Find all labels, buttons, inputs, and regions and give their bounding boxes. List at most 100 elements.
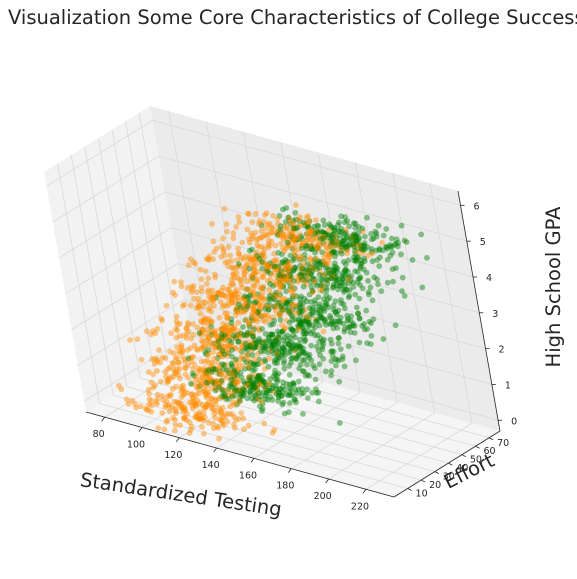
data-point — [347, 323, 354, 330]
data-point — [245, 382, 251, 389]
data-point — [307, 262, 314, 269]
data-point — [277, 272, 283, 278]
data-point — [294, 278, 301, 285]
data-point — [183, 325, 190, 332]
data-point — [293, 345, 299, 352]
data-point — [270, 283, 276, 289]
data-point — [249, 259, 256, 265]
data-point — [271, 357, 278, 364]
data-point — [302, 372, 309, 379]
data-point — [170, 289, 176, 296]
data-point — [275, 281, 281, 288]
data-point — [390, 278, 396, 285]
data-point — [342, 267, 349, 274]
data-point — [359, 250, 365, 257]
data-point — [284, 258, 291, 265]
data-point — [380, 336, 387, 342]
data-point — [335, 286, 341, 293]
data-point — [268, 331, 275, 338]
data-point — [288, 355, 295, 362]
data-point — [297, 214, 303, 221]
data-point — [312, 249, 318, 256]
data-point — [303, 214, 310, 221]
data-point — [250, 382, 256, 388]
data-point — [225, 386, 232, 393]
data-point — [279, 383, 286, 390]
data-point — [189, 405, 196, 412]
data-point — [175, 372, 182, 378]
data-point — [322, 270, 329, 277]
data-point — [316, 361, 323, 368]
data-point — [341, 363, 348, 370]
data-point — [371, 274, 378, 281]
data-point — [258, 393, 264, 400]
data-point — [263, 210, 270, 217]
data-point — [250, 331, 257, 337]
data-point — [221, 351, 228, 358]
data-point — [384, 279, 391, 286]
data-point — [220, 248, 227, 255]
data-point — [328, 340, 335, 347]
tick-labels: 8010012014016018020022010203040506070012… — [93, 201, 518, 512]
data-point — [229, 384, 236, 391]
data-point — [167, 393, 173, 399]
data-point — [219, 393, 226, 400]
data-point — [203, 388, 210, 394]
data-point — [372, 228, 379, 235]
data-point — [269, 295, 276, 301]
data-point — [282, 300, 289, 306]
data-point — [293, 342, 299, 349]
data-point — [266, 387, 273, 394]
data-point — [224, 353, 230, 360]
data-point — [285, 260, 291, 267]
data-point — [266, 303, 273, 310]
data-point — [309, 309, 316, 316]
data-point — [236, 360, 243, 367]
data-point — [188, 358, 195, 365]
data-point — [203, 373, 210, 379]
data-point — [409, 257, 416, 263]
data-point — [262, 385, 269, 392]
data-point — [306, 227, 313, 234]
data-point — [231, 367, 238, 374]
data-point — [241, 270, 248, 276]
data-point — [142, 405, 149, 412]
data-point — [180, 392, 187, 398]
data-point — [226, 327, 233, 334]
data-point — [164, 417, 171, 424]
data-point — [239, 342, 246, 349]
data-point — [283, 266, 289, 273]
data-point — [180, 332, 187, 339]
data-point — [331, 260, 338, 267]
data-point — [273, 265, 280, 272]
data-point — [231, 291, 238, 298]
data-point — [314, 222, 321, 229]
data-point — [202, 371, 208, 378]
data-point — [328, 372, 334, 379]
data-point — [330, 249, 337, 256]
data-point — [318, 305, 325, 312]
data-point — [281, 347, 288, 353]
data-point — [182, 407, 189, 414]
data-point — [209, 395, 215, 402]
data-point — [336, 219, 342, 226]
data-point — [205, 352, 212, 359]
data-point — [315, 245, 321, 251]
data-point — [315, 223, 322, 229]
data-point — [269, 345, 275, 351]
data-point — [211, 331, 218, 338]
data-point — [247, 343, 254, 350]
data-point — [312, 332, 318, 339]
data-point — [320, 261, 327, 268]
data-point — [298, 344, 304, 351]
data-point — [350, 284, 357, 290]
data-point — [313, 255, 319, 262]
data-point — [234, 308, 241, 315]
data-point — [248, 317, 255, 324]
data-point — [162, 368, 169, 375]
data-point — [287, 217, 294, 224]
data-point — [304, 318, 310, 325]
data-point — [322, 316, 329, 323]
data-point — [328, 275, 335, 281]
data-point — [300, 411, 306, 417]
